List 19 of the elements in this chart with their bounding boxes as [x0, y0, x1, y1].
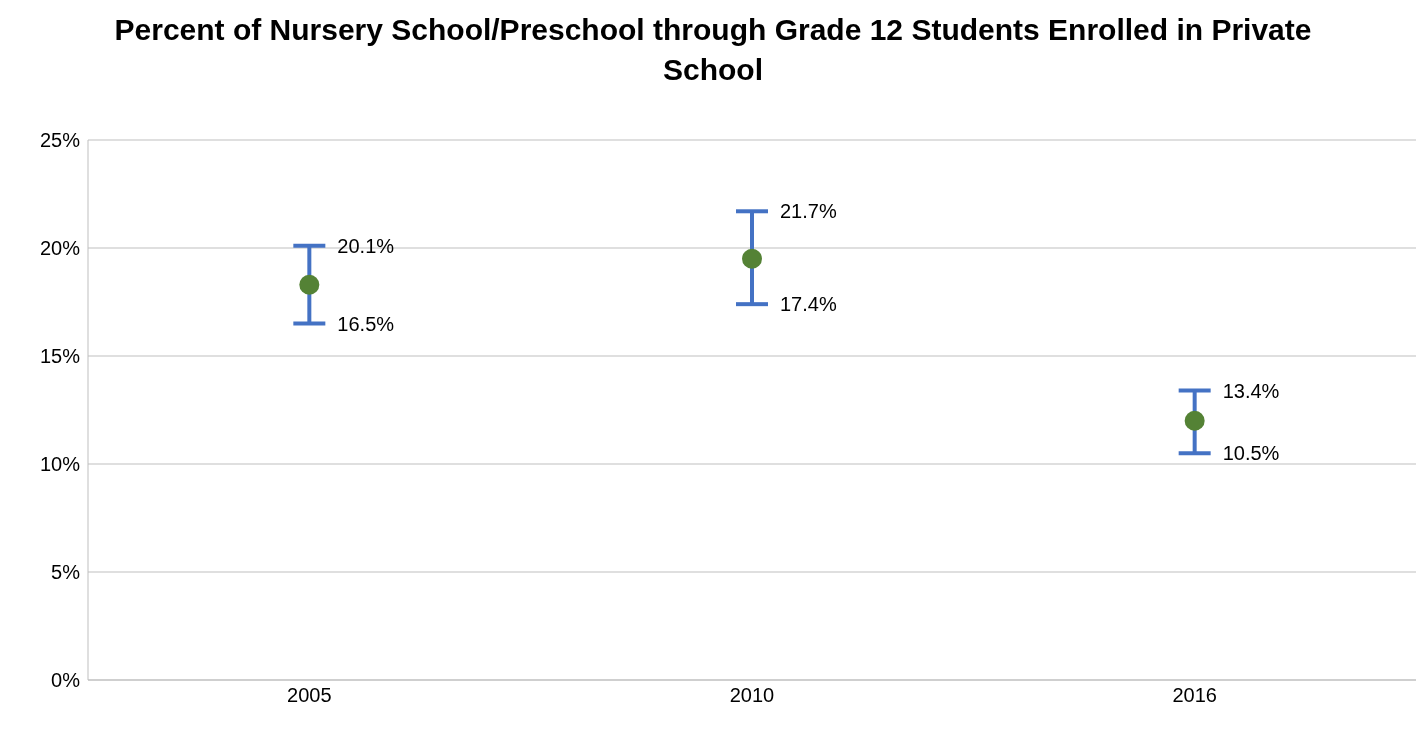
y-tick-label: 5%	[51, 561, 81, 584]
point	[1184, 410, 1205, 431]
x-tick-label: 2005	[287, 684, 332, 707]
y-tick-label: 10%	[39, 453, 81, 476]
point	[742, 248, 762, 269]
x-tick-label: 2016	[1172, 684, 1217, 707]
y-tick-label: 20%	[39, 237, 81, 260]
y-tick-label: 0%	[51, 669, 81, 692]
annotation: 20.1%	[337, 234, 395, 257]
chart-title: Percent of Nursery School/Preschool through Grade 12 Students Enrolled in Private School	[113, 12, 1313, 88]
annotation: 13.4%	[1222, 379, 1280, 402]
x-tick-label: 2010	[729, 684, 775, 707]
y-tick-label: 25%	[39, 129, 81, 152]
annotation: 17.4%	[780, 293, 837, 316]
annotation: 16.5%	[337, 312, 395, 335]
annotation: 21.7%	[780, 200, 837, 223]
y-tick-label: 15%	[39, 345, 81, 368]
annotation: 10.5%	[1222, 442, 1280, 465]
point	[299, 274, 320, 295]
